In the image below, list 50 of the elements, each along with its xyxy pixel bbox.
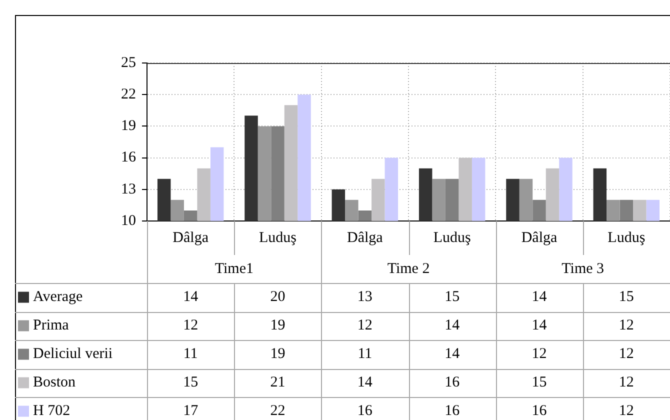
y-tick-label: 10: [121, 212, 136, 229]
text: Time 2: [387, 260, 430, 277]
data-label: 12: [357, 318, 372, 334]
data-label: 12: [618, 346, 634, 362]
x-tick-label: Dâlga: [172, 230, 209, 246]
y-tick-label: 25: [121, 54, 136, 71]
data-label: 19: [270, 346, 286, 362]
legend-label: Prima: [33, 318, 70, 334]
data-label: 14: [532, 289, 548, 306]
data-label: 12: [618, 403, 634, 420]
data-label: 14: [357, 374, 373, 391]
data-label: 11: [183, 346, 198, 362]
legend-label: Deliciul verii: [33, 346, 113, 362]
x-tick-label: Luduş: [608, 230, 646, 246]
x-tick-label: Dâlga: [521, 230, 558, 246]
data-label: 14: [183, 289, 199, 306]
y-tick-label: 16: [121, 150, 136, 166]
data-label: 19: [270, 318, 286, 334]
data-label: 16: [444, 374, 460, 391]
data-label: 12: [618, 374, 634, 391]
data-label: 15: [444, 289, 460, 306]
x-tick-label: Dâlga: [347, 230, 384, 246]
data-label: 22: [270, 403, 286, 420]
data-label: 16: [532, 403, 548, 420]
data-label: 14: [444, 346, 460, 362]
data-label: 12: [183, 318, 198, 334]
y-tick-label: 19: [121, 118, 136, 134]
data-label: 15: [532, 374, 547, 391]
x-tick-label: Luduş: [259, 230, 297, 246]
data-label: 13: [357, 289, 372, 306]
data-label: 12: [618, 318, 634, 334]
y-tick-label: 22: [121, 86, 136, 103]
data-label: 12: [532, 346, 547, 362]
data-label: 16: [444, 403, 460, 420]
y-tick-label: 13: [121, 181, 136, 198]
legend-label: Average: [33, 289, 84, 306]
text: Time1: [214, 260, 254, 277]
data-label: 17: [183, 403, 199, 420]
data-label: 21: [270, 374, 286, 391]
legend-label: Boston: [33, 374, 76, 391]
x-tick-label: Luduş: [433, 230, 471, 246]
data-label: 16: [357, 403, 373, 420]
data-label: 15: [618, 289, 634, 306]
text: Time 3: [562, 260, 604, 277]
data-label: 14: [532, 318, 548, 334]
legend-label: H 702: [33, 403, 70, 420]
data-label: 14: [444, 318, 460, 334]
data-label: 15: [183, 374, 198, 391]
data-label: 20: [270, 289, 286, 306]
data-label: 11: [358, 346, 372, 362]
